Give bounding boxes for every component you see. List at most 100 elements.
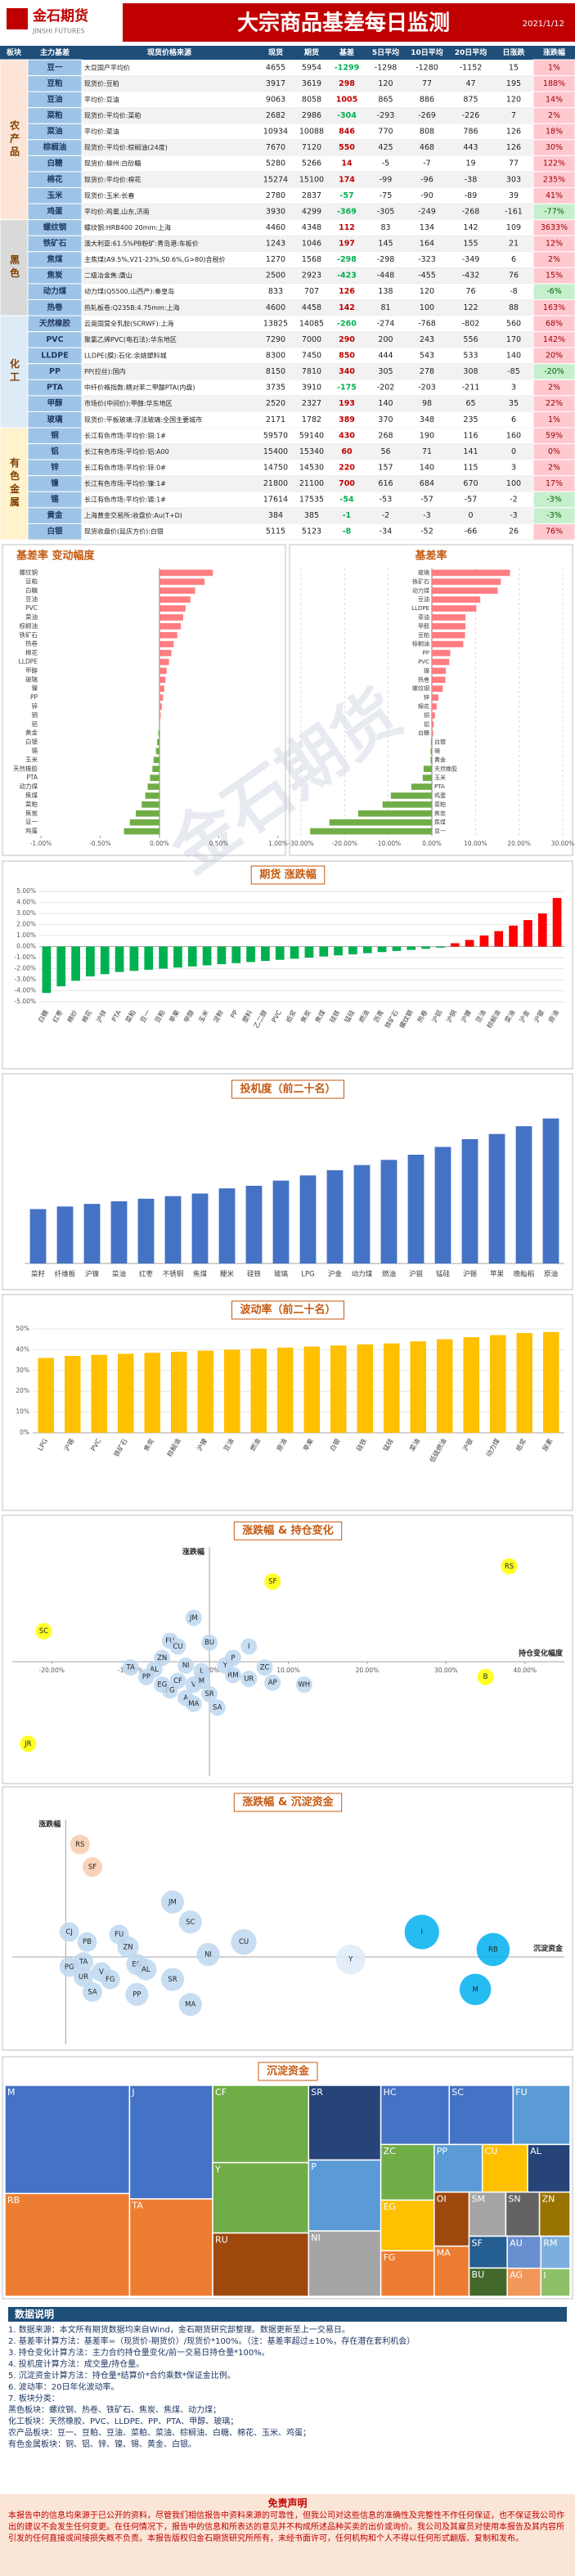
- point-label: SA: [88, 1988, 97, 1996]
- bubble: [135, 1959, 157, 1981]
- chart-title: 基差率 变动幅度: [16, 550, 96, 563]
- x-tick-label: 0.50%: [209, 840, 229, 847]
- product-name: 鸡蛋: [46, 206, 63, 216]
- category-label: 鸡蛋: [25, 827, 38, 835]
- bubble: [209, 1699, 226, 1716]
- treemap-cell: [506, 2267, 542, 2297]
- table-cell: 5280: [266, 159, 285, 168]
- point-label: Y: [222, 1662, 228, 1670]
- table-cell: 21800: [263, 479, 288, 488]
- bar: [490, 1335, 506, 1433]
- bar: [171, 1351, 187, 1433]
- x-tick-label: 低硫燃油: [428, 1437, 448, 1464]
- bar: [432, 614, 466, 621]
- bar: [159, 703, 162, 710]
- product-name: 锌: [51, 462, 59, 472]
- x-tick-label: 玉米: [196, 1008, 210, 1024]
- table-cell: -77%: [544, 207, 564, 216]
- spot-source: 云南国营全乳胶(SCRWF):上海: [84, 319, 173, 327]
- point-label: FU: [115, 1931, 124, 1939]
- table-cell: 76: [509, 272, 519, 280]
- table-cell: 122%: [543, 159, 565, 168]
- bar: [159, 569, 213, 577]
- spot-source: 长江有色市场:平均价:铝:A00: [84, 447, 169, 456]
- y-axis-title: 涨跌幅: [182, 1547, 204, 1557]
- table-cell: -269: [418, 111, 436, 120]
- bar: [173, 946, 182, 968]
- x-tick-label: 原油: [544, 1270, 558, 1279]
- table-cell: 2%: [548, 255, 560, 264]
- table-cell: 4458: [302, 303, 321, 312]
- category-label: 铝: [424, 720, 429, 728]
- table-cell: 2171: [266, 415, 285, 424]
- bar: [411, 783, 432, 790]
- point-label: P: [231, 1654, 235, 1663]
- table-cell: 126: [506, 128, 521, 137]
- note-item: 6. 波动率：20日年化波动率。: [8, 2383, 119, 2392]
- x-tick-label: 30.00%: [434, 1667, 458, 1674]
- column-header: 期货: [304, 47, 319, 57]
- category-label: 玻璃: [418, 568, 429, 576]
- table-cell: 15: [509, 63, 519, 72]
- table-cell: 14085: [299, 319, 324, 328]
- point-label: AL: [142, 1966, 150, 1974]
- table-cell: 3: [511, 384, 516, 393]
- spot-source: 现货价:平均价:菜粕: [84, 111, 141, 119]
- table-cell: 76: [465, 287, 475, 296]
- bubble: [74, 1967, 94, 1987]
- table-cell: -1: [343, 511, 352, 520]
- category-label: PVC: [418, 658, 429, 665]
- product-name: PTA: [47, 384, 64, 393]
- table-cell: 126: [339, 287, 355, 296]
- chart-title: 基差率: [414, 550, 447, 563]
- table-cell: 190: [420, 431, 434, 440]
- table-row-bg: [28, 283, 575, 300]
- sector-cell: [0, 427, 29, 541]
- bar: [434, 1147, 451, 1263]
- sector-cell: [0, 59, 29, 221]
- bar: [537, 913, 547, 947]
- table-row-bg: [28, 523, 575, 540]
- bar: [202, 946, 212, 966]
- x-tick-label: 菜油: [407, 1437, 421, 1452]
- table-cell: 18%: [546, 128, 563, 137]
- point-label: SC: [39, 1627, 48, 1636]
- x-tick-label: PTA: [110, 1008, 123, 1023]
- bubble: [256, 1659, 273, 1676]
- table-cell: 786: [463, 128, 478, 137]
- table-row-bg: [28, 395, 575, 412]
- x-tick-label: -1.00%: [30, 840, 52, 847]
- table-cell: 305: [378, 367, 393, 376]
- bar: [71, 946, 80, 981]
- bar: [509, 925, 518, 947]
- point-label: M: [472, 1986, 478, 1994]
- category-label: 锌: [424, 693, 429, 701]
- treemap-cell: [308, 2085, 382, 2161]
- category-label: 菜油: [418, 613, 429, 621]
- y-tick-label: -4.00%: [14, 987, 36, 994]
- y-tick-label: 40%: [16, 1345, 29, 1353]
- table-cell: 5266: [302, 159, 321, 168]
- table-cell: -226: [462, 111, 480, 120]
- x-tick-label: 原油: [275, 1437, 289, 1452]
- bar: [542, 1118, 559, 1263]
- treemap-cell: [433, 2245, 470, 2297]
- bar: [261, 946, 270, 962]
- table-row-bg: [28, 204, 575, 220]
- table-cell: -1280: [416, 63, 438, 72]
- category-label: 棉花: [25, 648, 38, 657]
- bar: [437, 1339, 453, 1433]
- table-cell: -768: [418, 319, 436, 328]
- table-cell: -85: [507, 367, 520, 376]
- category-label: 玻璃: [25, 675, 38, 683]
- table-cell: 268: [378, 431, 393, 440]
- x-tick-label: 动力煤: [352, 1270, 373, 1279]
- table-cell: 2500: [266, 272, 285, 280]
- table-cell: 684: [420, 479, 434, 488]
- x-tick-label: 铁矿石: [383, 1008, 400, 1030]
- treemap-label: FG: [384, 2252, 396, 2263]
- bar: [56, 1206, 74, 1263]
- table-cell: -96: [420, 175, 433, 184]
- chart-title: 波动率（前二十名）: [240, 1304, 335, 1317]
- table-cell: 3910: [302, 384, 321, 393]
